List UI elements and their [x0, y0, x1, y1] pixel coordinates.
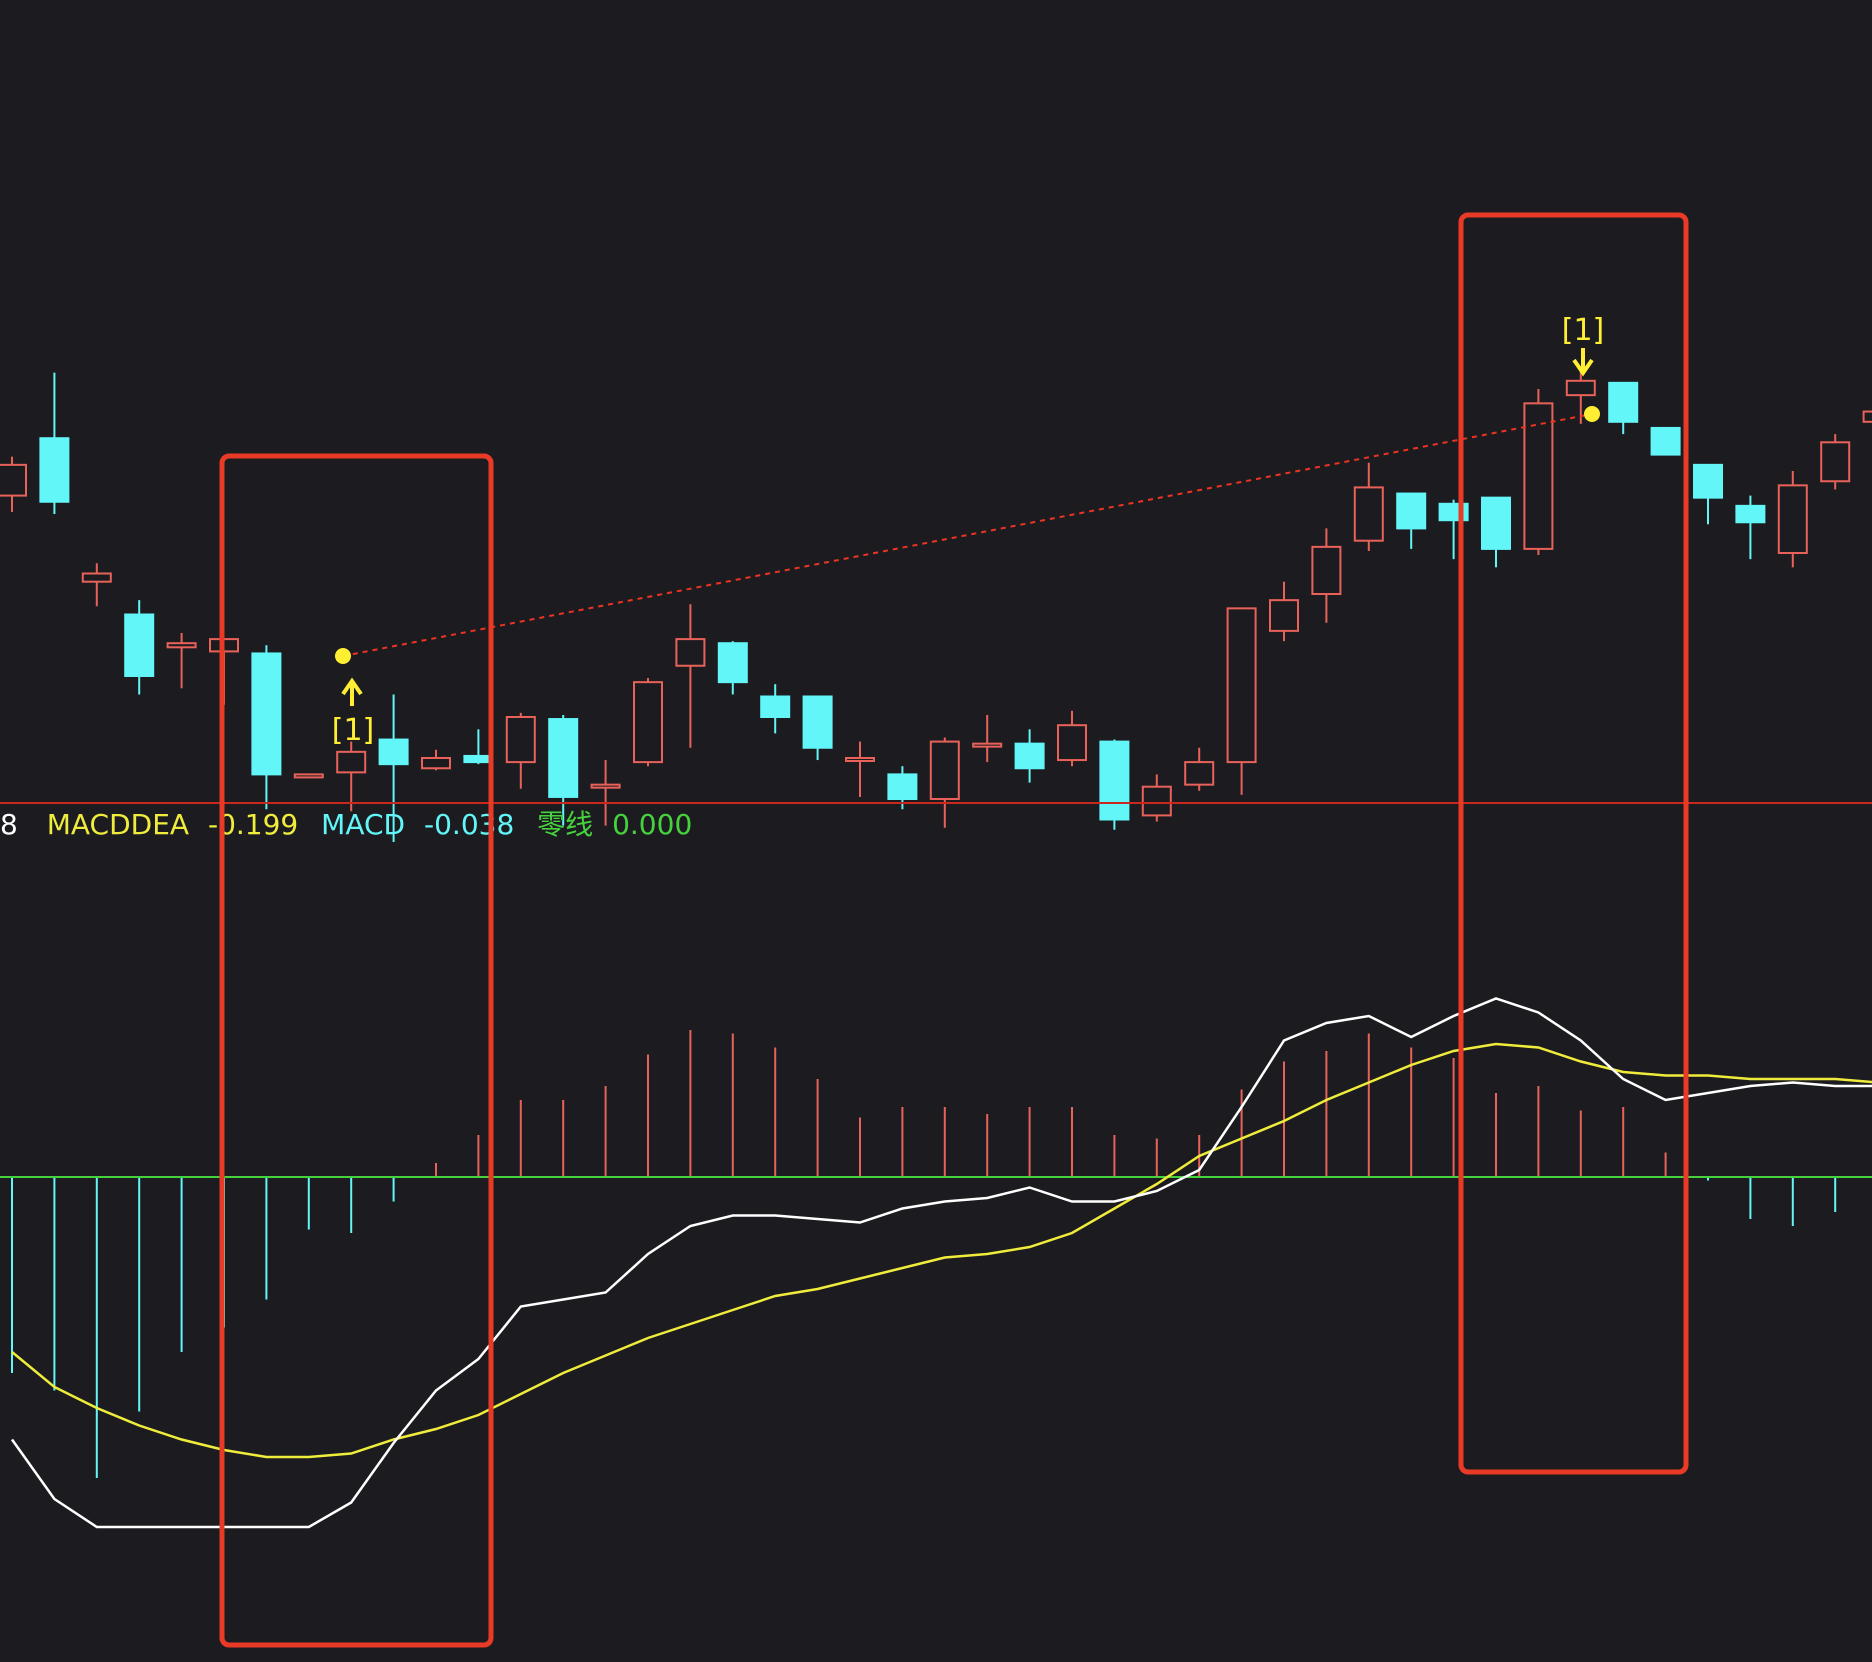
candle-body-up — [1141, 785, 1172, 817]
candle-body-down — [717, 642, 748, 684]
candle-body-up — [1269, 599, 1299, 632]
candle-body-up — [675, 638, 706, 667]
candle-body-up — [421, 757, 451, 770]
candle-body-up — [81, 572, 112, 583]
signal-markers: [1] [1] — [332, 313, 1605, 748]
trend-line — [342, 413, 1593, 657]
candle-body-up — [633, 681, 663, 764]
candle-body-up — [1057, 724, 1087, 762]
candle-body-down — [1481, 496, 1511, 550]
trendline-group — [342, 413, 1593, 657]
candle-body-down — [1693, 463, 1723, 499]
candle-body-up — [0, 463, 27, 497]
sell-arrow-icon — [1572, 348, 1594, 377]
dif-line — [10, 997, 1872, 1529]
legend-zero-value: 0.000 — [612, 808, 692, 841]
highlight-box-right — [1458, 212, 1689, 1475]
candle-body-down — [1735, 504, 1766, 524]
candle-body-up — [1862, 410, 1872, 423]
candle-body-up — [590, 783, 621, 789]
dea-line — [11, 1042, 1872, 1459]
candle-body-up — [1523, 402, 1554, 550]
highlight-box-left — [219, 453, 494, 1648]
candle-body-up — [293, 773, 324, 779]
candle-body-down — [548, 718, 579, 798]
buy-arrow-icon — [341, 677, 363, 706]
candlestick-panel — [0, 370, 1872, 843]
candle-body-down — [1650, 426, 1681, 456]
candle-body-up — [1820, 441, 1851, 483]
buy-signal-label: [1] — [332, 713, 375, 748]
candle-body-down — [463, 754, 494, 764]
candle-body-up — [1353, 486, 1384, 542]
candle-body-down — [802, 695, 833, 749]
candle-body-up — [929, 740, 960, 800]
sell-signal-dot — [1584, 406, 1600, 422]
candle-body-up — [1565, 379, 1596, 397]
legend-macd-value: -0.038 — [424, 808, 514, 841]
candle-body-down — [1396, 492, 1427, 530]
candle-body-up — [1311, 545, 1342, 595]
candle-body-down — [251, 652, 282, 776]
candle-body-down — [39, 437, 70, 503]
candle-body-up — [845, 757, 875, 762]
candle-body-down — [760, 695, 791, 718]
candle-body-up — [1777, 484, 1808, 555]
candle-body-down — [378, 738, 409, 766]
legend-dea-label: MACDDEA — [47, 808, 189, 841]
candle-body-down — [1014, 742, 1045, 770]
candle-body-down — [1608, 381, 1639, 423]
legend-zero-label: 零线 — [537, 808, 593, 841]
candle-body-up — [972, 742, 1003, 748]
legend-macd-label: MACD — [321, 808, 405, 841]
candle-body-up — [505, 716, 536, 764]
buy-signal-dot — [335, 648, 351, 664]
candle-body-up — [336, 750, 367, 774]
indicator-legend: 8 MACDDEA -0.199 MACD -0.038 零线 0.000 — [0, 808, 692, 841]
candle-body-down — [887, 773, 918, 801]
candle-body-up — [1184, 761, 1215, 786]
sell-signal-label: [1] — [1562, 313, 1605, 348]
legend-prefix: 8 — [0, 808, 18, 841]
candle-body-down — [124, 613, 155, 677]
candle-body-up — [1226, 607, 1257, 764]
candle-body-up — [166, 642, 197, 649]
candle-body-down — [1099, 740, 1130, 821]
